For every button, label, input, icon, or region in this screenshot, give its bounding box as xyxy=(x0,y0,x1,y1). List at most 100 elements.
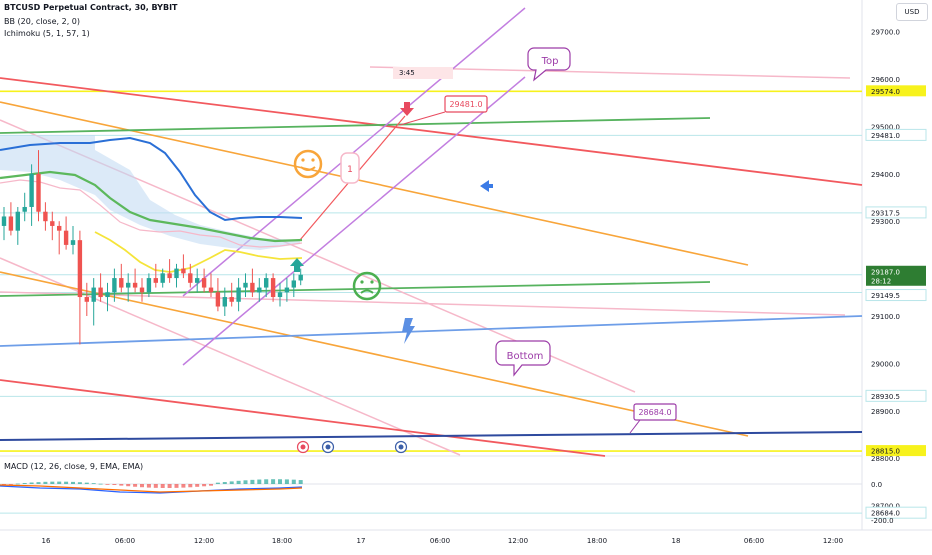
time-axis-tick: 12:00 xyxy=(823,537,843,545)
time-axis-tick: 16 xyxy=(42,537,51,545)
sad-face-icon[interactable] xyxy=(352,271,382,301)
count-label[interactable]: 1 xyxy=(340,152,360,184)
countdown-timer: 3:45 xyxy=(393,67,453,79)
smiley-eye xyxy=(311,158,315,162)
candle-body xyxy=(236,287,241,302)
candle-body xyxy=(229,297,234,302)
target-low-box xyxy=(633,403,677,421)
count-label-box xyxy=(340,152,360,184)
candle-body xyxy=(50,221,55,226)
smiley-outline xyxy=(293,149,323,179)
price-axis-tick: 29700.0 xyxy=(871,29,900,37)
candle-body xyxy=(264,278,269,288)
ichimoku-baseline xyxy=(0,179,303,248)
arrow-down-icon[interactable] xyxy=(400,102,414,116)
price-axis-tick: 28700.0 xyxy=(871,503,900,511)
macd-histogram-bar xyxy=(133,484,138,487)
flash-event-icon[interactable] xyxy=(296,440,310,454)
ichimoku-indicator-label[interactable]: Ichimoku (5, 1, 57, 1) xyxy=(4,29,90,38)
candle-body xyxy=(291,280,296,288)
macd-histogram-bar xyxy=(153,484,158,488)
macd-histogram-bar xyxy=(278,479,282,484)
bb-indicator-label[interactable]: BB (20, close, 2, 0) xyxy=(4,17,80,26)
macd-histogram-bar xyxy=(195,484,200,487)
macd-histogram-bar xyxy=(15,483,20,485)
us-flag-icon[interactable] xyxy=(394,440,408,454)
macd-histogram-bar xyxy=(174,484,179,488)
candle-body xyxy=(29,173,34,207)
bollinger-upper-band xyxy=(0,136,303,222)
macd-histogram-bar xyxy=(284,479,289,484)
count-label-text: 1 xyxy=(347,165,353,175)
price-badge-box xyxy=(866,274,926,286)
price-badge-text: 29187.0 xyxy=(871,268,900,276)
candle-body xyxy=(208,287,214,293)
bottom-callout[interactable]: Bottom xyxy=(495,340,551,377)
candle-body xyxy=(257,287,262,293)
time-axis-tick: 06:00 xyxy=(430,537,450,545)
blue-trend-line xyxy=(0,315,863,347)
target-high-leader xyxy=(399,111,446,126)
price-badge: 28:12 xyxy=(866,274,926,286)
macd-histogram-bar xyxy=(146,484,151,488)
price-axis-tick: 28800.0 xyxy=(871,455,900,463)
smiley-eye xyxy=(301,158,305,162)
macd-indicator-label[interactable]: MACD (12, 26, close, 9, EMA, EMA) xyxy=(4,462,144,471)
sad-face-outline xyxy=(352,271,382,301)
macd-histogram-bar xyxy=(236,480,241,484)
symbol-title[interactable]: BTCUSD Perpetual Contract, 30, BYBIT xyxy=(4,3,178,12)
smiley-icon[interactable] xyxy=(293,149,323,179)
candle-body xyxy=(70,240,76,245)
candle-body xyxy=(153,278,158,283)
macd-histogram-bar xyxy=(71,481,75,484)
macd-histogram-bar xyxy=(119,484,124,486)
lightning-icon[interactable] xyxy=(402,318,415,344)
price-badge-box xyxy=(865,506,927,519)
red-trend-line xyxy=(0,77,863,186)
macd-histogram-bar xyxy=(257,479,262,484)
candle-body xyxy=(160,273,165,283)
us-flag-icon[interactable] xyxy=(321,440,335,454)
price-badge-text: 29149.5 xyxy=(871,292,900,300)
macd-histogram-bar xyxy=(215,482,220,484)
price-axis-tick: 29300.0 xyxy=(871,218,900,226)
macd-histogram-bar xyxy=(167,484,172,488)
candle-body xyxy=(15,211,20,231)
candle-body xyxy=(91,287,96,302)
time-axis-tick: 17 xyxy=(357,537,366,545)
bottom-callout-text: Bottom xyxy=(507,351,544,362)
candle-body xyxy=(167,273,172,279)
macd-histogram-bar xyxy=(98,483,103,485)
macd-axis-tick: 0.0 xyxy=(871,481,882,489)
macd-histogram-bar xyxy=(57,481,62,484)
price-axis-tick: 29100.0 xyxy=(871,313,900,321)
price-badge-text: 29481.0 xyxy=(871,132,900,140)
price-badge-text: 28815.0 xyxy=(871,448,900,456)
price-badge: 28815.0 xyxy=(866,445,926,457)
macd-histogram-bar xyxy=(126,484,131,487)
price-badge-box xyxy=(866,265,926,277)
bottom-callout-bubble xyxy=(495,340,551,377)
price-badge: 29481.0 xyxy=(865,128,927,141)
price-badge: 28684.0 xyxy=(865,506,927,519)
price-badge: 29317.5 xyxy=(865,206,927,219)
currency-button[interactable]: USD xyxy=(896,3,928,21)
macd-histogram-bar xyxy=(202,484,207,487)
pink-trend-line xyxy=(0,257,461,456)
target-low-label[interactable]: 28684.0 xyxy=(629,403,677,434)
price-axis-tick: 29500.0 xyxy=(871,123,900,131)
price-badge-text: 29317.5 xyxy=(871,209,900,217)
arrow-left-icon[interactable] xyxy=(480,180,493,192)
smiley-mouth xyxy=(300,166,316,171)
price-axis-tick: 29600.0 xyxy=(871,76,900,84)
target-high-label[interactable]: 29481.0 xyxy=(399,95,488,126)
macd-histogram-bar xyxy=(181,484,186,488)
arrow-up-icon[interactable] xyxy=(290,258,304,272)
price-badge: 29187.0 xyxy=(866,265,926,277)
macd-histogram-bar xyxy=(43,481,48,484)
top-callout[interactable]: Top xyxy=(527,47,571,82)
candle-body xyxy=(250,282,255,293)
candle-body xyxy=(43,211,48,222)
